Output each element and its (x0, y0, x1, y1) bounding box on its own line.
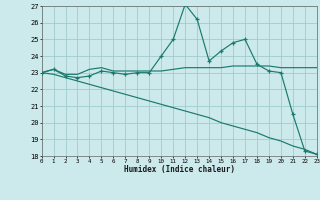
X-axis label: Humidex (Indice chaleur): Humidex (Indice chaleur) (124, 165, 235, 174)
